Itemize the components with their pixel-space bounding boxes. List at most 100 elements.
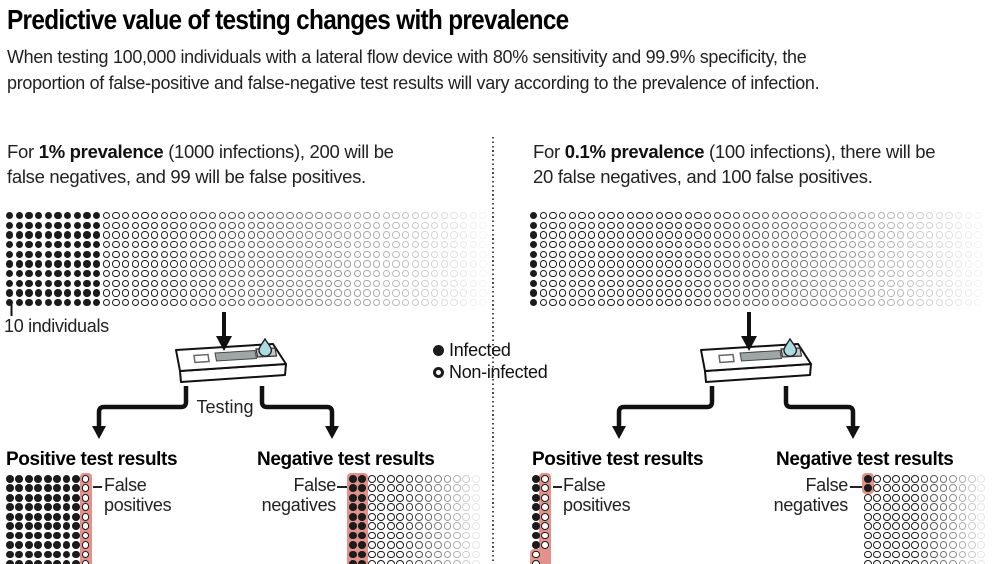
non-infected-dot [81,493,90,502]
infected-dot [72,503,80,512]
infected-dot [25,221,33,230]
infected-dot [53,560,62,564]
non-infected-dot [549,289,557,297]
non-infected-dot [901,531,910,540]
non-infected-dot [967,560,976,564]
non-infected-dot [568,298,577,307]
non-infected-dot [645,279,654,287]
population-matrix-left [6,212,489,309]
non-infected-dot [939,541,948,549]
non-infected-dot [901,503,910,512]
non-infected-dot [315,212,323,220]
non-infected-dot [977,560,986,564]
non-infected-dot [199,289,207,297]
non-infected-dot [276,269,284,278]
non-infected-dot [655,260,663,268]
non-infected-dot [112,221,120,230]
infected-dot [54,279,62,287]
non-infected-dot [237,212,246,220]
infected-dot [358,522,367,531]
non-infected-dot [974,212,982,220]
non-infected-dot [431,250,439,259]
non-infected-dot [873,493,882,502]
non-infected-dot [377,531,386,540]
non-infected-dot [170,231,178,239]
non-infected-dot [723,250,731,259]
non-infected-dot [752,279,760,287]
infected-dot [530,279,538,287]
non-infected-dot [421,250,429,259]
infected-dot [349,493,357,502]
non-infected-dot [558,279,567,287]
infected-dot [358,475,367,483]
infected-dot [44,289,53,297]
non-infected-dot [189,240,197,249]
non-infected-dot [367,531,376,540]
non-infected-dot [170,250,178,259]
non-infected-dot [276,250,284,259]
infected-dot [54,269,62,278]
non-infected-dot [752,260,760,268]
non-infected-dot [858,221,866,230]
non-infected-dot [967,522,976,531]
label-line: False [293,475,336,495]
non-infected-dot [877,269,886,278]
non-infected-dot [771,279,779,287]
non-infected-dot [949,522,957,531]
non-infected-dot [266,269,275,278]
sample-drop-icon [258,338,273,357]
infected-dot [34,221,43,230]
infected-dot [72,522,80,531]
non-infected-dot [906,298,915,307]
non-infected-dot [228,250,236,259]
non-infected-dot [636,221,644,230]
non-infected-dot [405,484,414,493]
infected-dot [532,475,540,483]
non-infected-dot [424,522,433,531]
non-infected-dot [334,231,342,239]
non-infected-dot [916,250,924,259]
infected-dot [73,250,81,259]
infected-dot [6,493,14,502]
label-line: positives [563,494,631,515]
non-infected-dot [450,279,458,287]
non-infected-dot [810,240,818,249]
non-infected-dot [411,240,420,249]
non-infected-dot [892,522,901,531]
non-infected-dot [305,231,313,239]
non-infected-dot [723,231,731,239]
non-infected-dot [558,289,567,297]
non-infected-dot [344,298,352,307]
non-infected-dot [771,289,779,297]
non-infected-dot [732,298,741,307]
non-infected-dot [949,541,957,549]
non-infected-dot [616,212,625,220]
non-infected-dot [868,221,876,230]
non-infected-dot [363,260,371,268]
non-infected-dot [295,260,304,268]
non-infected-dot [616,298,625,307]
non-infected-dot [469,289,478,297]
non-infected-dot [920,484,929,493]
infected-dot [62,512,71,521]
non-infected-dot [479,250,487,259]
non-infected-dot [170,289,178,297]
non-infected-dot [829,289,837,297]
non-infected-dot [926,231,934,239]
non-infected-dot [626,298,634,307]
non-infected-dot [752,221,760,230]
non-infected-dot [839,298,847,307]
non-infected-dot [324,221,333,230]
non-infected-dot [237,221,246,230]
non-infected-dot [945,260,953,268]
non-infected-dot [150,240,159,249]
non-infected-dot [597,289,605,297]
non-infected-dot [112,231,120,239]
non-infected-dot [790,212,799,220]
non-infected-dot [597,231,605,239]
non-infected-dot [694,212,702,220]
infected-dot [6,503,14,512]
non-infected-dot [882,503,891,512]
non-infected-dot [958,531,967,540]
